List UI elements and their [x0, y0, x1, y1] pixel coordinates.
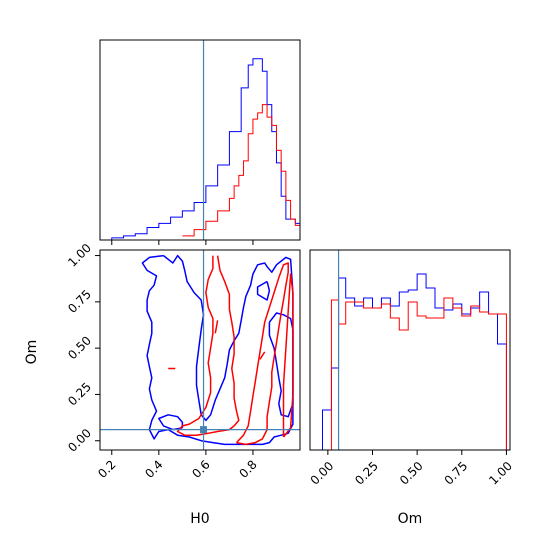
x-axis-label-om: Om: [398, 511, 423, 527]
om-histogram-bars: [310, 250, 510, 451]
contour-frame: [99, 249, 301, 451]
red-contour-0: [176, 255, 240, 436]
red-contour-fragment-2: [259, 351, 266, 360]
blue-contour-1: [256, 280, 271, 301]
y-axis-label-om: Om: [24, 340, 40, 365]
blue-contour-2: [268, 312, 294, 418]
om-red-histogram: [310, 297, 510, 451]
h0-red-histogram: [182, 104, 300, 237]
h0-histogram-bars: [100, 40, 300, 241]
red-contour-fragment-0: [214, 320, 219, 334]
h0-histogram-panel: [99, 39, 301, 245]
om-histogram-panel: 0.00 0.25 0.50 0.75 1.00 Om: [308, 249, 515, 527]
blue-contour-3: [158, 414, 184, 431]
h0-blue-histogram: [100, 58, 300, 241]
truth-marker: [200, 426, 208, 434]
red-contour-1: [235, 262, 289, 446]
om-blue-histogram: [310, 273, 510, 451]
contour-lines: [100, 250, 300, 450]
om-histogram-frame: [309, 249, 511, 451]
h0-histogram-ticks: [111, 240, 254, 245]
x-axis-label-h0: H0: [190, 511, 209, 527]
h0-histogram-frame: [99, 39, 301, 241]
red-contour-2: [282, 273, 294, 438]
